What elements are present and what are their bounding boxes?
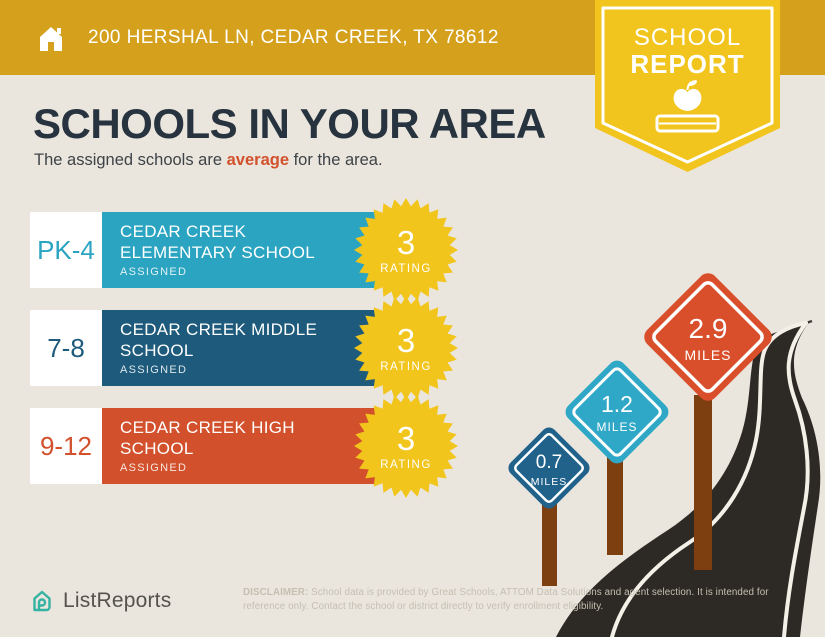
distance-value: 2.9: [689, 313, 728, 344]
rating-value: 3: [397, 224, 415, 261]
property-address: 200 HERSHAL LN, CEDAR CREEK, TX 78612: [88, 26, 499, 48]
school-name: CEDAR CREEK ELEMENTARY SCHOOL: [120, 222, 315, 262]
school-bar: CEDAR CREEK MIDDLE SCHOOL ASSIGNED: [102, 310, 375, 386]
rating-label: RATING: [380, 361, 432, 373]
school-name: CEDAR CREEK HIGH SCHOOL: [120, 418, 295, 458]
rating-value: 3: [397, 420, 415, 457]
school-row-high: 9-12 CEDAR CREEK HIGH SCHOOL ASSIGNED 3 …: [30, 394, 458, 498]
home-icon: [40, 26, 62, 51]
rating-label: RATING: [380, 459, 432, 471]
road-line-right: [782, 321, 810, 637]
school-row-elementary: PK-4 CEDAR CREEK ELEMENTARY SCHOOL ASSIG…: [30, 198, 458, 302]
road-line-left: [610, 321, 808, 637]
rating-starburst: 3 RATING: [354, 296, 458, 400]
ribbon-title-line2: REPORT: [630, 49, 744, 79]
subtitle-prefix: The assigned schools are: [34, 151, 227, 169]
subtitle-suffix: for the area.: [289, 151, 383, 169]
distance-unit: MILES: [684, 347, 731, 363]
subtitle-highlight: average: [226, 151, 290, 169]
distance-unit: MILES: [531, 476, 568, 488]
rating-starburst: 3 RATING: [354, 394, 458, 498]
page-title: SCHOOLS IN YOUR AREA: [33, 100, 546, 147]
listreports-logo: ListReports: [30, 589, 171, 613]
grade-range-badge: PK-4: [30, 212, 102, 288]
school-bar: CEDAR CREEK HIGH SCHOOL ASSIGNED: [102, 408, 375, 484]
brand-name: ListReports: [63, 589, 172, 612]
school-row-middle: 7-8 CEDAR CREEK MIDDLE SCHOOL ASSIGNED 3…: [30, 296, 458, 400]
disclaimer-text: DISCLAIMER: School data is provided by G…: [243, 586, 783, 613]
road-shape: [556, 321, 821, 637]
brand-house-icon: [33, 590, 51, 612]
apple-book-icon: [655, 80, 720, 133]
distance-unit: MILES: [596, 420, 637, 434]
rating-label: RATING: [380, 263, 432, 275]
school-report-ribbon: SCHOOL REPORT: [595, 0, 780, 172]
grade-range-badge: 9-12: [30, 408, 102, 484]
sign-post-mid: [607, 450, 623, 555]
sign-post-near: [542, 498, 557, 586]
distance-value: 1.2: [601, 391, 633, 417]
page-subtitle: The assigned schools are average for the…: [34, 151, 383, 170]
school-status: ASSIGNED: [120, 363, 188, 376]
school-name: CEDAR CREEK MIDDLE SCHOOL: [120, 320, 318, 360]
distance-sign-2-9-miles: 2.9 MILES: [644, 273, 772, 401]
distance-sign-1-2-miles: 1.2 MILES: [565, 360, 669, 464]
ribbon-title-line1: SCHOOL: [634, 24, 741, 51]
sign-post-far: [694, 395, 712, 570]
school-bar: CEDAR CREEK ELEMENTARY SCHOOL ASSIGNED: [102, 212, 375, 288]
school-status: ASSIGNED: [120, 265, 188, 278]
disclaimer-body: School data is provided by Great Schools…: [243, 587, 769, 612]
school-status: ASSIGNED: [120, 461, 188, 474]
grade-range-badge: 7-8: [30, 310, 102, 386]
distance-sign-0-7-miles: 0.7 MILES: [508, 427, 590, 509]
disclaimer-label: DISCLAIMER:: [243, 587, 309, 598]
rating-value: 3: [397, 322, 415, 359]
distance-value: 0.7: [536, 452, 562, 473]
rating-starburst: 3 RATING: [354, 198, 458, 302]
